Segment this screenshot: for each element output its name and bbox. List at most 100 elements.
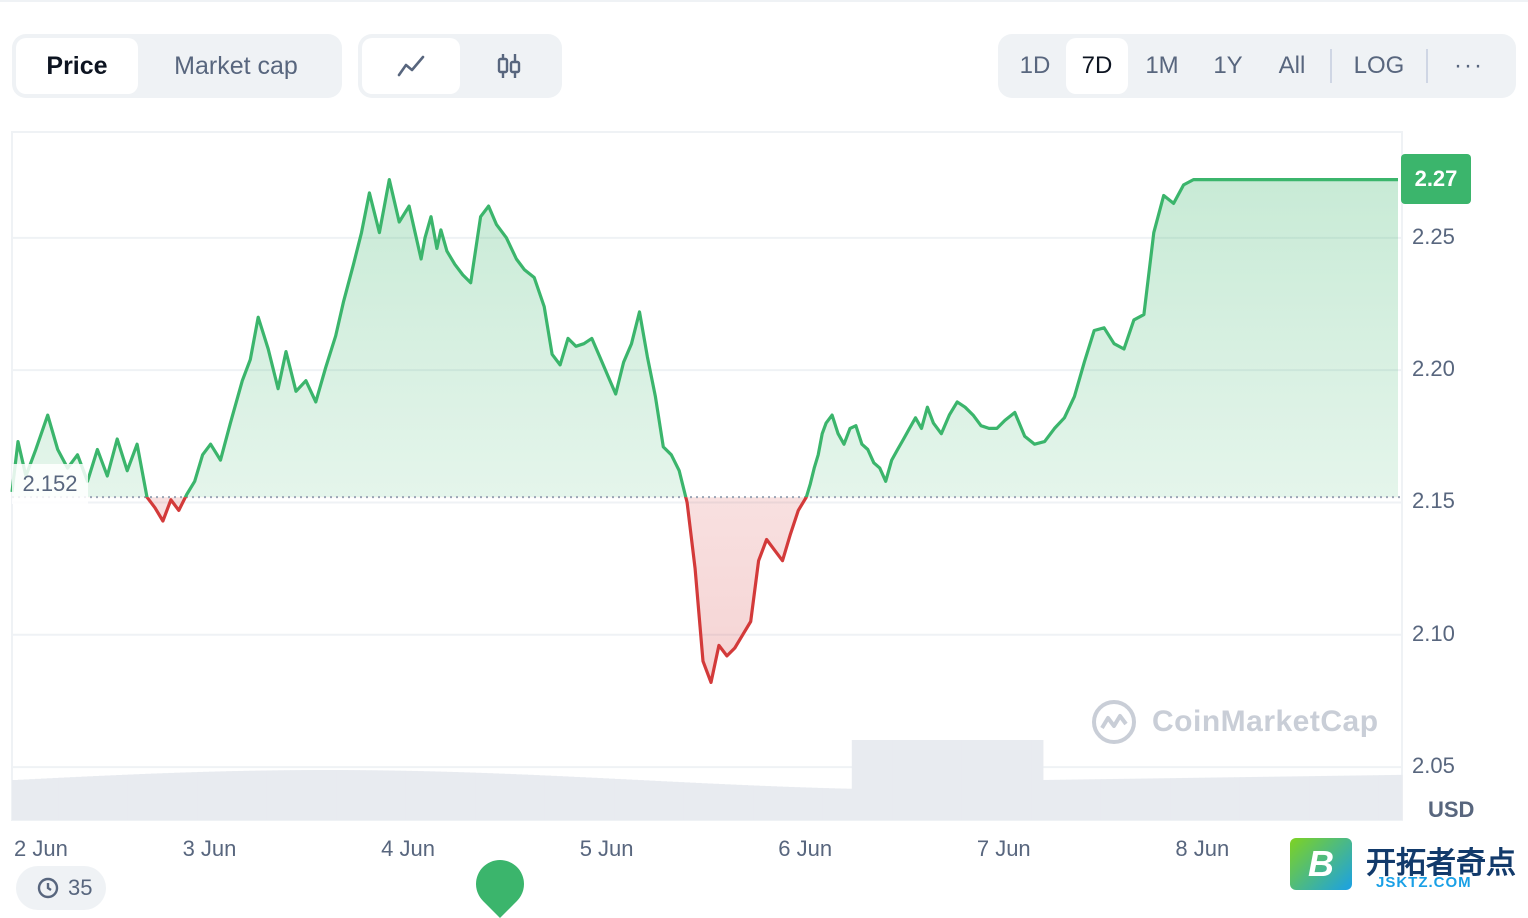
x-tick-label: 4 Jun <box>381 836 435 861</box>
volume-bar <box>521 774 528 820</box>
volume-bar <box>782 786 789 820</box>
volume-bar <box>156 773 164 820</box>
volume-bar <box>75 776 82 820</box>
volume-bar <box>967 740 974 820</box>
more-options-button[interactable]: ··· <box>1454 52 1484 79</box>
x-tick-label: 5 Jun <box>579 836 634 861</box>
area-below-baseline <box>12 497 1398 683</box>
volume-bar <box>127 774 135 820</box>
time-range-toggle: 1D 7D 1M 1Y All LOG ··· <box>998 34 1516 98</box>
volume-bar <box>811 787 818 820</box>
volume-bar <box>411 770 418 820</box>
line-chart-icon <box>397 55 425 77</box>
volume-bar <box>394 770 401 820</box>
tab-price[interactable]: Price <box>16 38 138 94</box>
volume-bar <box>504 773 511 820</box>
chart-type-toggle <box>358 34 562 98</box>
volume-bar <box>469 772 476 820</box>
volume-bar <box>747 785 754 820</box>
volume-bar <box>347 770 355 820</box>
volume-bar <box>284 770 291 820</box>
volume-bar <box>1286 776 1293 820</box>
history-chip[interactable]: 35 <box>16 866 106 910</box>
watermark: CoinMarketCap <box>1090 698 1379 746</box>
line-chart-button[interactable] <box>362 38 460 94</box>
volume-bar <box>1129 778 1137 820</box>
price-chart[interactable]: 2.05 2.10 2.15 2.20 2.25 2 Jun 3 Jun 4 Jun 5 Ju… <box>0 120 1528 918</box>
volume-bar <box>255 770 262 820</box>
range-7d[interactable]: 7D <box>1066 38 1128 94</box>
log-scale-button[interactable]: LOG <box>1353 52 1405 79</box>
volume-bar <box>817 787 824 820</box>
volume-bar <box>1344 775 1351 820</box>
volume-bar <box>376 770 384 820</box>
volume-bar <box>602 778 610 820</box>
volume-bar <box>214 771 221 820</box>
volume-bar <box>932 740 940 820</box>
volume-bar <box>64 777 71 820</box>
volume-bar <box>1210 777 1218 820</box>
volume-bar <box>1326 775 1333 820</box>
volume-bar <box>608 778 615 820</box>
volume-bar <box>973 740 980 820</box>
volume-bar <box>660 781 667 820</box>
history-count: 35 <box>68 875 93 900</box>
volume-bar <box>1396 774 1403 820</box>
axis-unit-label: USD <box>1428 797 1475 822</box>
range-1m[interactable]: 1M <box>1145 52 1179 79</box>
volume-bar <box>562 776 569 820</box>
volume-bar <box>1025 740 1032 820</box>
volume-bar <box>1361 775 1368 820</box>
volume-bar <box>585 777 592 820</box>
volume-bar <box>382 770 389 820</box>
volume-bar <box>620 779 627 820</box>
volume-bar <box>1251 776 1258 820</box>
volume-bar <box>17 779 25 820</box>
volume-bar <box>1037 740 1044 820</box>
volume-bar <box>701 783 708 820</box>
tab-market-cap[interactable]: Market cap <box>174 51 298 80</box>
volume-bar <box>1176 778 1183 820</box>
site-logo-letter: B <box>1308 843 1334 884</box>
volume-bar <box>1013 740 1021 820</box>
volume-bar <box>1083 779 1090 820</box>
volume-bar <box>185 772 193 820</box>
volume-bar <box>1152 778 1160 820</box>
volume-bar <box>1181 777 1189 820</box>
x-tick-label: 2 Jun <box>14 836 68 861</box>
volume-bar <box>886 740 893 820</box>
volume-bar <box>1158 778 1166 820</box>
volume-bar <box>550 775 557 820</box>
volume-bar <box>1338 775 1345 820</box>
volume-bar <box>533 775 540 820</box>
range-all[interactable]: All <box>1278 52 1306 79</box>
top-divider <box>0 0 1528 2</box>
volume-bar <box>162 773 169 820</box>
volume-bar <box>1303 776 1310 820</box>
volume-bar <box>1390 774 1397 820</box>
volume-bar <box>625 779 633 820</box>
volume-bar <box>1147 778 1154 820</box>
volume-bar <box>110 775 117 820</box>
volume-bar <box>1054 779 1061 820</box>
volume-bar <box>1042 779 1050 820</box>
volume-bar <box>822 788 830 820</box>
candlestick-chart-button[interactable] <box>460 38 558 94</box>
volume-bar <box>58 777 65 820</box>
volume-bar <box>208 771 216 820</box>
volume-bar <box>12 780 19 820</box>
volume-bar <box>1205 777 1212 820</box>
volume-bar <box>938 740 945 820</box>
volume-bar <box>851 740 859 820</box>
range-1y[interactable]: 1Y <box>1213 52 1243 79</box>
volume-bar <box>643 780 650 820</box>
volume-bar <box>1199 777 1206 820</box>
volume-bar <box>486 773 494 820</box>
volume-bar <box>29 779 36 820</box>
volume-bar <box>81 776 88 820</box>
volume-bar <box>168 772 175 820</box>
volume-bar <box>1118 778 1125 820</box>
range-1d[interactable]: 1D <box>1019 52 1051 79</box>
candlestick-icon <box>497 54 521 78</box>
volume-bar <box>1222 777 1229 820</box>
